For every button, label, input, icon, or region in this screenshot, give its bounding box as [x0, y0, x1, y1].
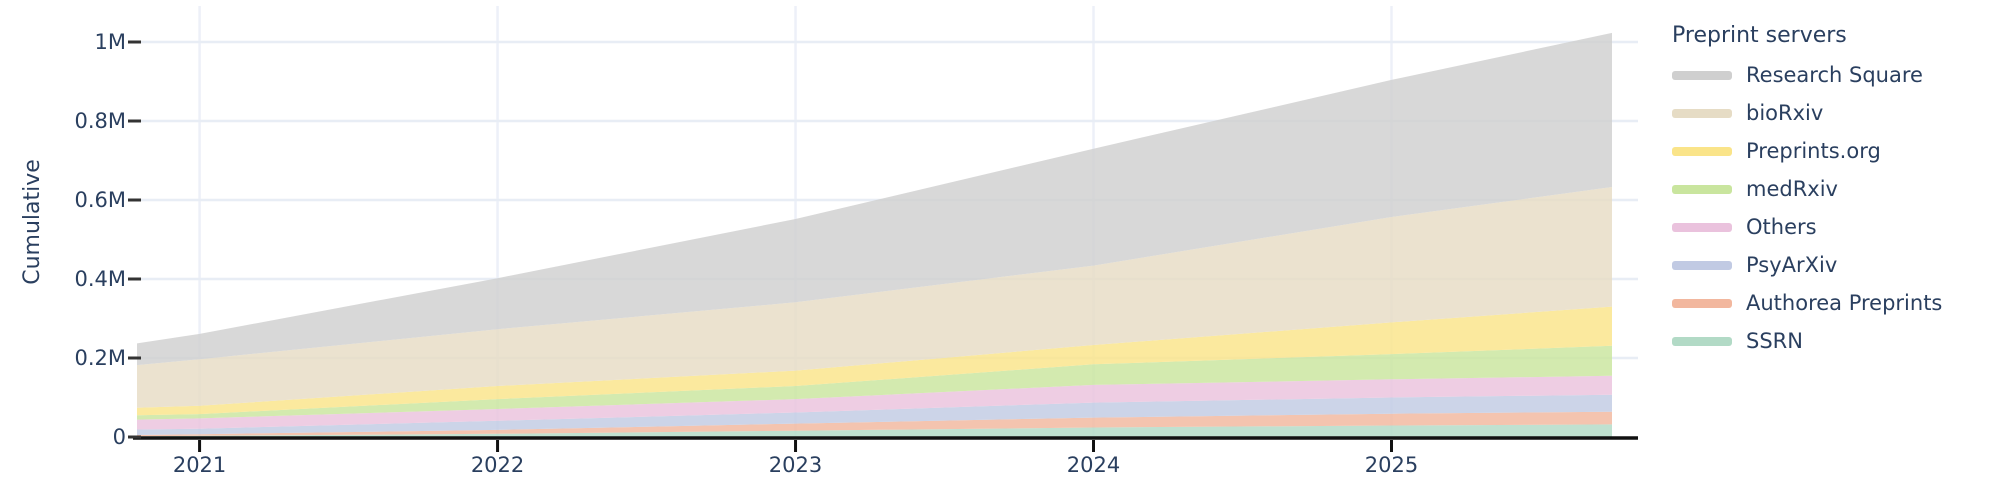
legend-swatch-biorxiv — [1672, 108, 1732, 118]
legend-item-authorea-preprints[interactable]: Authorea Preprints — [1672, 284, 1942, 322]
x-tick-label: 2024 — [1066, 453, 1121, 477]
legend-swatch-authorea-preprints — [1672, 298, 1732, 308]
legend-swatch-medrxiv — [1672, 184, 1732, 194]
area-research-square — [137, 32, 1612, 366]
legend-swatch-ssrn — [1672, 336, 1732, 346]
x-tick-label: 2025 — [1364, 453, 1419, 477]
x-tick-label: 2022 — [470, 453, 525, 477]
y-tick-label: 1M — [94, 30, 126, 54]
y-tick-label: 0.6M — [74, 188, 126, 212]
legend-item-medrxiv[interactable]: medRxiv — [1672, 170, 1942, 208]
area-authorea-preprints — [137, 411, 1612, 437]
legend-item-psyarxiv[interactable]: PsyArXiv — [1672, 246, 1942, 284]
legend-item-ssrn[interactable]: SSRN — [1672, 322, 1942, 360]
y-tick-label: 0.8M — [74, 109, 126, 133]
legend-item-research-square[interactable]: Research Square — [1672, 56, 1942, 94]
legend-item-preprints-org[interactable]: Preprints.org — [1672, 132, 1942, 170]
x-tick-label: 2021 — [172, 453, 227, 477]
legend-item-biorxiv[interactable]: bioRxiv — [1672, 94, 1942, 132]
area-biorxiv — [137, 187, 1612, 408]
area-preprints-org — [137, 306, 1612, 416]
area-ssrn — [137, 424, 1612, 437]
legend-swatch-research-square — [1672, 70, 1732, 80]
area-others — [137, 375, 1612, 430]
legend: Preprint servers Research Square bioRxiv… — [1672, 22, 1942, 360]
y-tick-label: 0 — [112, 425, 126, 449]
area-psyarxiv — [137, 394, 1612, 435]
legend-title: Preprint servers — [1672, 23, 1847, 48]
area-medrxiv — [137, 345, 1612, 420]
legend-swatch-preprints-org — [1672, 146, 1732, 156]
y-tick-label: 0.4M — [74, 267, 126, 291]
y-tick-label: 0.2M — [74, 346, 126, 370]
legend-item-others[interactable]: Others — [1672, 208, 1942, 246]
legend-swatch-psyarxiv — [1672, 260, 1732, 270]
legend-swatch-others — [1672, 222, 1732, 232]
x-tick-label: 2023 — [768, 453, 823, 477]
